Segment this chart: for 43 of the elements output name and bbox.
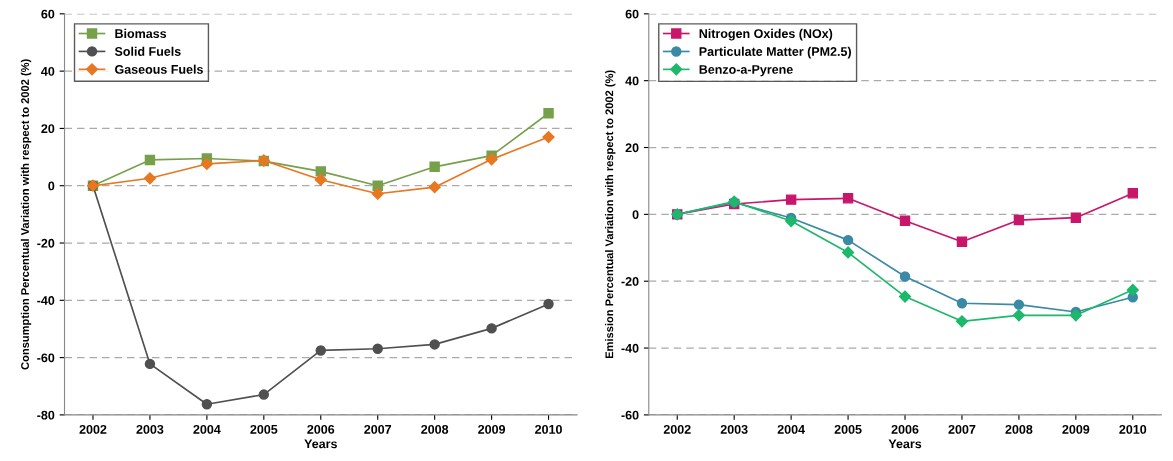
y-tick-label: -60 <box>621 410 639 420</box>
y-tick-label: 40 <box>625 76 639 86</box>
y-tick-label: -80 <box>37 410 55 420</box>
legend-label: Solid Fuels <box>114 46 181 56</box>
y-tick-label: -20 <box>37 238 55 248</box>
x-axis-title: Years <box>888 439 922 449</box>
y-tick-label: -20 <box>621 277 639 286</box>
x-tick-label: 2005 <box>834 424 862 434</box>
x-tick-label: 2010 <box>535 424 562 434</box>
x-tick-label: 2003 <box>720 424 748 434</box>
y-axis-title: Consumption Percentual Variation with respect to 2002 (%) <box>20 59 32 370</box>
x-tick-label: 2002 <box>79 424 107 434</box>
y-tick-label: -40 <box>37 296 55 305</box>
x-tick-label: 2005 <box>250 424 278 434</box>
y-axis-title: Emission Percentual Variation with respect to 2002 (%) <box>605 70 616 359</box>
legend-label: Biomass <box>115 28 167 39</box>
y-tick-label: 0 <box>48 181 55 191</box>
x-tick-label: 2008 <box>1005 424 1033 434</box>
x-tick-label: 2007 <box>364 424 392 434</box>
x-tick-label: 2009 <box>1062 424 1090 434</box>
x-tick-label: 2004 <box>193 424 221 434</box>
legend-label: Benzo-a-Pyrene <box>699 65 793 77</box>
y-tick-label: -40 <box>621 343 639 353</box>
legend-label: Particulate Matter (PM2.5) <box>699 46 851 59</box>
x-tick-label: 2006 <box>891 424 919 434</box>
x-tick-label: 2004 <box>777 424 805 434</box>
x-tick-label: 2009 <box>478 424 506 434</box>
y-tick-label: 60 <box>41 9 55 19</box>
x-tick-label: 2002 <box>663 424 691 434</box>
x-tick-label: 2006 <box>307 424 335 434</box>
y-tick-label: 20 <box>41 124 55 134</box>
x-axis-title: Years <box>304 439 337 449</box>
y-tick-label: 40 <box>41 66 55 76</box>
x-tick-label: 2010 <box>1119 424 1147 434</box>
x-tick-label: 2007 <box>948 424 976 434</box>
y-tick-label: 0 <box>632 210 639 220</box>
y-tick-label: -60 <box>37 353 55 363</box>
legend-label: Gaseous Fuels <box>115 64 203 74</box>
legend-label: Nitrogen Oxides (NOx) <box>699 28 833 41</box>
x-tick-label: 2008 <box>421 424 449 434</box>
x-tick-label: 2003 <box>136 424 164 434</box>
y-tick-label: 20 <box>625 143 639 153</box>
y-tick-label: 60 <box>625 9 639 19</box>
